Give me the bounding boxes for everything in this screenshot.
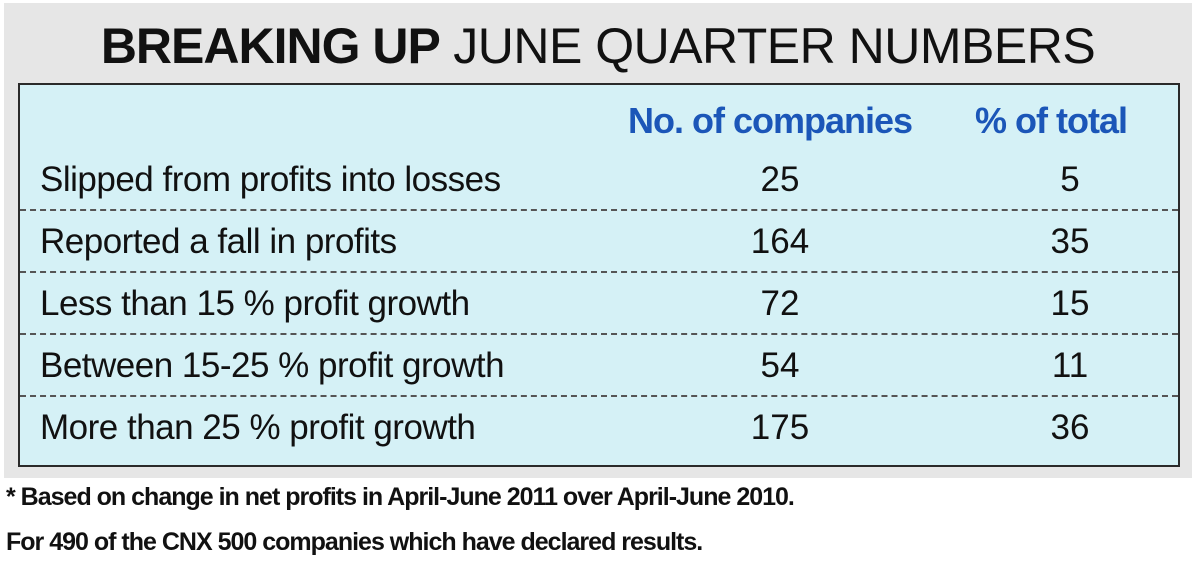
chart-title: BREAKING UP JUNE QUARTER NUMBERS bbox=[4, 13, 1192, 79]
table-row: Less than 15 % profit growth 72 15 bbox=[20, 275, 1178, 335]
pct-value: 5 bbox=[1060, 160, 1080, 199]
row-label: Reported a fall in profits bbox=[40, 222, 397, 261]
pct-value: 11 bbox=[1051, 346, 1089, 385]
companies-value: 25 bbox=[760, 160, 800, 199]
column-header-companies: No. of companies bbox=[628, 100, 913, 141]
pct-value: 36 bbox=[1050, 408, 1090, 447]
table-row: Reported a fall in profits 164 35 bbox=[20, 213, 1178, 273]
companies-value: 164 bbox=[750, 222, 810, 261]
footnote-coverage: For 490 of the CNX 500 companies which h… bbox=[6, 528, 703, 556]
row-label: More than 25 % profit growth bbox=[40, 408, 476, 447]
table-row: Slipped from profits into losses 25 5 bbox=[20, 151, 1178, 211]
table-row: More than 25 % profit growth 175 36 bbox=[20, 399, 1178, 459]
chart-title-bold: BREAKING UP bbox=[100, 18, 441, 74]
companies-value: 175 bbox=[750, 408, 810, 447]
column-header-pct: % of total bbox=[975, 100, 1128, 141]
pct-value: 35 bbox=[1050, 222, 1090, 261]
companies-value: 54 bbox=[760, 346, 800, 385]
table-row: Between 15-25 % profit growth 54 11 bbox=[20, 337, 1178, 397]
row-label: Less than 15 % profit growth bbox=[40, 284, 470, 323]
footnote-basis: * Based on change in net profits in Apri… bbox=[6, 483, 795, 511]
row-label: Slipped from profits into losses bbox=[40, 160, 501, 199]
chart-title-rest: JUNE QUARTER NUMBERS bbox=[453, 18, 1096, 74]
infographic-panel: BREAKING UP JUNE QUARTER NUMBERS No. of … bbox=[4, 3, 1192, 478]
data-table: No. of companies % of total Slipped from… bbox=[18, 83, 1180, 467]
row-label: Between 15-25 % profit growth bbox=[40, 346, 505, 385]
companies-value: 72 bbox=[760, 284, 800, 323]
pct-value: 15 bbox=[1050, 284, 1090, 323]
